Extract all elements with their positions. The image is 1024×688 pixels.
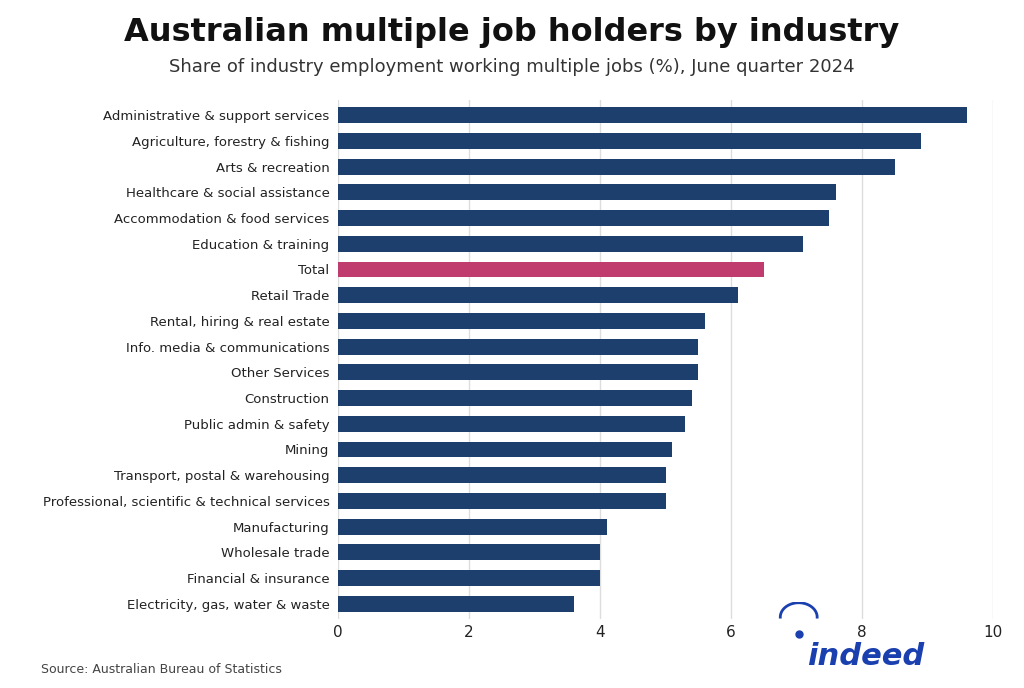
Bar: [338, 519, 606, 535]
Bar: [338, 467, 666, 483]
Bar: [338, 416, 685, 432]
Bar: [338, 184, 836, 200]
Text: Source: Australian Bureau of Statistics: Source: Australian Bureau of Statistics: [41, 663, 282, 676]
Bar: [338, 313, 705, 329]
Text: indeed: indeed: [807, 642, 924, 671]
Bar: [338, 493, 666, 509]
Text: Australian multiple job holders by industry: Australian multiple job holders by indus…: [124, 17, 900, 48]
Bar: [338, 133, 922, 149]
Bar: [338, 570, 600, 586]
Bar: [338, 287, 737, 303]
Bar: [338, 210, 829, 226]
Bar: [338, 390, 692, 406]
Bar: [338, 107, 967, 123]
Bar: [338, 442, 672, 458]
Bar: [338, 236, 803, 252]
Text: Share of industry employment working multiple jobs (%), June quarter 2024: Share of industry employment working mul…: [169, 58, 855, 76]
Bar: [338, 338, 698, 354]
Bar: [338, 544, 600, 560]
Bar: [338, 261, 764, 277]
Bar: [338, 596, 573, 612]
Bar: [338, 365, 698, 380]
Bar: [338, 159, 895, 175]
